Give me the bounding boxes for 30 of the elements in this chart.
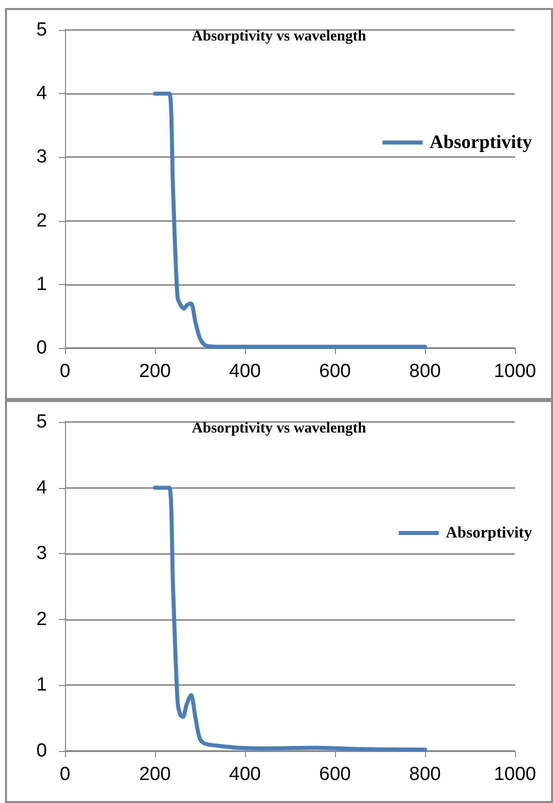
x-tick-label: 1000 (494, 361, 536, 382)
x-tick-label: 200 (139, 361, 171, 382)
x-tick-label: 800 (409, 764, 441, 785)
y-tick-label: 3 (36, 146, 47, 168)
y-tick-label: 2 (36, 608, 47, 630)
y-tick-label: 4 (36, 477, 48, 498)
y-tick-label: 0 (36, 338, 47, 358)
y-tick-label: 0 (36, 740, 47, 762)
y-tick-label: 5 (36, 20, 47, 40)
y-tick-label: 4 (36, 83, 48, 104)
x-tick-label: 600 (319, 361, 351, 382)
y-tick-label: 1 (36, 674, 47, 696)
y-tick-label: 1 (36, 274, 47, 295)
x-tick-label: 800 (409, 361, 441, 382)
legend-label: Absorptivity (446, 524, 532, 542)
line-series (153, 92, 427, 349)
y-tick-label: 2 (36, 210, 47, 232)
legend-label: Absorptivity (430, 132, 532, 153)
x-tick-label: 600 (319, 764, 351, 785)
x-tick-label: 400 (229, 764, 261, 785)
x-tick-label: 400 (229, 361, 261, 382)
x-tick-label: 0 (60, 764, 70, 785)
chart-title: Absorptivity vs wavelength (192, 28, 367, 44)
chart-title: Absorptivity vs wavelength (192, 420, 367, 436)
x-tick-label: 1000 (494, 764, 536, 785)
x-tick-label: 0 (60, 361, 70, 382)
line-series (153, 486, 427, 752)
x-tick-label: 200 (139, 764, 171, 785)
y-tick-label: 5 (36, 412, 47, 432)
y-tick-label: 3 (36, 543, 47, 564)
